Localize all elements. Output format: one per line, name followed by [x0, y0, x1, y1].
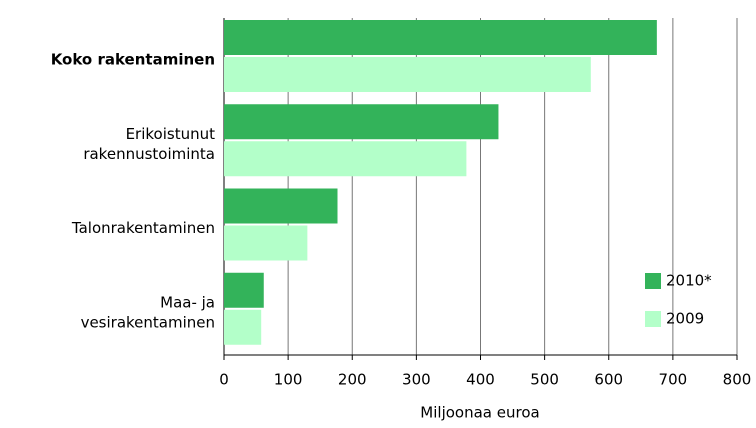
bar: [224, 188, 338, 224]
x-tick-label: 500: [530, 371, 559, 389]
x-tick-label: 800: [723, 371, 752, 389]
x-tick-label: 600: [594, 371, 623, 389]
legend-swatch: [645, 273, 661, 289]
bar: [224, 57, 591, 92]
bar: [224, 309, 262, 345]
bar: [224, 104, 499, 140]
bar: [224, 225, 308, 261]
y-tick-label: Erikoistunut: [126, 125, 216, 143]
x-tick-label: 100: [274, 371, 303, 389]
y-tick-label: Koko rakentaminen: [51, 51, 215, 69]
bar: [224, 20, 657, 55]
x-tick-label: 400: [466, 371, 495, 389]
x-tick-label: 0: [219, 371, 229, 389]
legend-label: 2009: [666, 310, 704, 328]
bar: [224, 272, 264, 308]
legend-swatch: [645, 311, 661, 327]
x-axis-label: Miljoonaa euroa: [420, 404, 539, 422]
y-tick-label: vesirakentaminen: [81, 313, 215, 331]
y-tick-label: Maa- ja: [160, 293, 215, 311]
y-tick-label: rakennustoiminta: [83, 145, 215, 163]
bar: [224, 141, 467, 177]
legend-label: 2010*: [666, 272, 712, 290]
x-tick-label: 700: [659, 371, 688, 389]
y-tick-label: Talonrakentaminen: [71, 219, 215, 237]
x-tick-label: 300: [402, 371, 431, 389]
x-tick-label: 200: [338, 371, 367, 389]
